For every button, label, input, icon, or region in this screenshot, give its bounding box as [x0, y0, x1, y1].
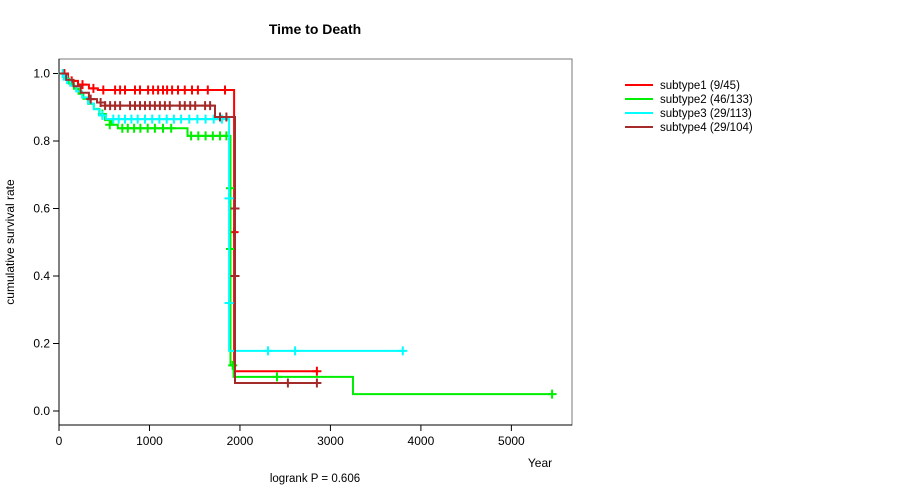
- censor-mark-subtype3: [217, 114, 227, 124]
- censor-mark-subtype4: [312, 378, 322, 388]
- censor-mark-subtype4: [190, 101, 200, 111]
- censor-mark-subtype4: [230, 204, 240, 213]
- y-tick-label: 0.0: [33, 404, 50, 418]
- y-axis-label: cumulative survival rate: [3, 179, 17, 305]
- censor-mark-subtype3: [224, 193, 234, 203]
- censor-mark-subtype4: [230, 271, 240, 281]
- legend: subtype1 (9/45) subtype2 (46/133) subtype3…: [625, 80, 753, 134]
- logrank-p-value: logrank P = 0.606: [270, 473, 360, 485]
- censor-mark-subtype1: [88, 83, 98, 93]
- censor-mark-subtype2: [226, 183, 235, 193]
- censor-mark-subtype1: [135, 85, 145, 95]
- x-tick-label: 5000: [498, 434, 525, 448]
- x-tick-label: 4000: [408, 434, 435, 448]
- plot-box: [58, 58, 573, 426]
- x-tick-label: 0: [56, 434, 63, 448]
- censor-mark-subtype2: [272, 372, 282, 382]
- km-curve-subtype2: [59, 72, 553, 396]
- y-tick-label: 0.6: [33, 202, 50, 216]
- censor-mark-subtype4: [165, 101, 175, 111]
- censor-mark-subtype3: [192, 114, 202, 124]
- plot-area: 0.0 0.2 0.4 0.6 0.8 1.0 0 1000 2000 3000 4000 5000: [33, 58, 573, 448]
- censor-mark-subtype3: [224, 298, 234, 308]
- legend-label-subtype2: subtype2 (46/133): [660, 94, 753, 106]
- censor-mark-subtype4: [86, 94, 96, 104]
- x-tick-label: 2000: [227, 434, 254, 448]
- censor-mark-subtype3: [184, 114, 194, 124]
- x-tick-label: 1000: [136, 434, 163, 448]
- censor-mark-subtype1: [120, 85, 130, 95]
- censor-mark-subtype3: [290, 346, 300, 356]
- x-tick-label: 3000: [317, 434, 344, 448]
- censor-mark-subtype3: [201, 114, 211, 124]
- axis-lines: [58, 59, 572, 426]
- censor-mark-subtype2: [150, 123, 160, 133]
- censor-mark-subtype4: [205, 101, 215, 111]
- censor-mark-subtype3: [263, 346, 273, 356]
- chart-title: Time to Death: [269, 21, 361, 37]
- y-tick-label: 0.4: [33, 269, 50, 283]
- legend-label-subtype3: subtype3 (29/113): [660, 108, 752, 120]
- censor-mark-subtype1: [203, 85, 213, 95]
- y-tick-label: 0.8: [33, 134, 50, 148]
- censor-mark-subtype2: [158, 123, 168, 133]
- censor-mark-subtype2: [547, 389, 557, 399]
- censor-mark-subtype1: [312, 366, 322, 376]
- censor-mark-subtype3: [176, 114, 186, 124]
- censor-mark-subtype1: [220, 85, 230, 95]
- censor-mark-subtype3: [97, 110, 107, 120]
- censor-mark-subtype3: [398, 346, 408, 356]
- y-tick-label: 1.0: [33, 67, 50, 81]
- censor-mark-subtype2: [166, 123, 176, 133]
- legend-label-subtype1: subtype1 (9/45): [660, 80, 740, 92]
- x-axis-label: Year: [528, 456, 552, 470]
- censor-mark-subtype4: [283, 378, 293, 388]
- censor-mark-subtype3: [209, 114, 219, 124]
- y-tick-label: 0.2: [33, 337, 50, 351]
- censor-mark-subtype1: [193, 85, 203, 95]
- censor-mark-subtype2: [226, 244, 235, 254]
- censor-mark-subtype4: [115, 101, 125, 111]
- legend-label-subtype4: subtype4 (29/104): [660, 122, 753, 134]
- censor-mark-subtype2: [105, 120, 115, 130]
- censor-mark-subtype4: [221, 112, 231, 122]
- censor-mark-subtype1: [78, 80, 87, 90]
- censor-mark-subtype1: [98, 85, 108, 95]
